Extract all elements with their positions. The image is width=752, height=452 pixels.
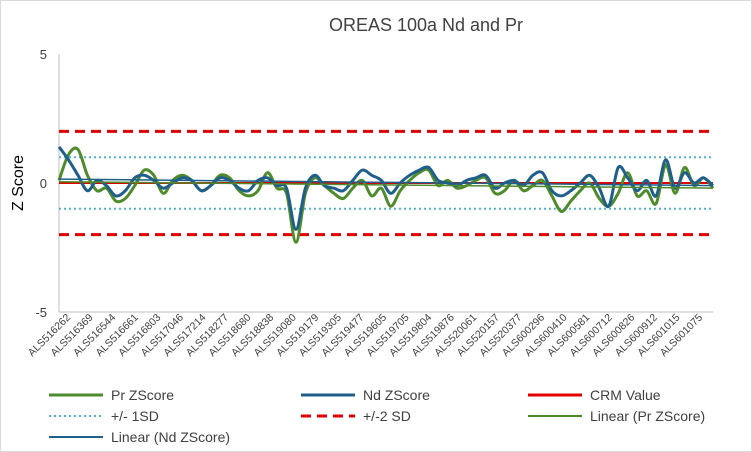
y-axis-label: Z Score — [10, 155, 27, 211]
legend: Pr ZScore Nd ZScore CRM Value +/- 1SD +/-2 S… — [49, 387, 705, 445]
legend-label: +/- 1SD — [111, 408, 159, 424]
y-tick-label: -5 — [35, 305, 47, 320]
legend-label: +/-2 SD — [363, 408, 411, 424]
legend-label: CRM Value — [590, 387, 661, 403]
legend-label: Nd ZScore — [363, 387, 430, 403]
legend-label: Linear (Pr ZScore) — [590, 408, 705, 424]
chart-title: OREAS 100a Nd and Pr — [329, 15, 523, 35]
legend-label: Linear (Nd ZScore) — [111, 429, 230, 445]
pr-trend-line — [58, 180, 714, 189]
nd-trend-line — [58, 178, 714, 187]
pr-zscore-line — [57, 146, 715, 244]
x-tick-labels: ALS516262ALS516369ALS516544ALS516661ALS5… — [26, 312, 705, 359]
nd-zscore-line — [57, 145, 715, 231]
y-tick-label: 5 — [40, 47, 47, 62]
legend-label: Pr ZScore — [111, 387, 174, 403]
y-tick-label: 0 — [40, 176, 47, 191]
series-lines — [57, 145, 715, 244]
